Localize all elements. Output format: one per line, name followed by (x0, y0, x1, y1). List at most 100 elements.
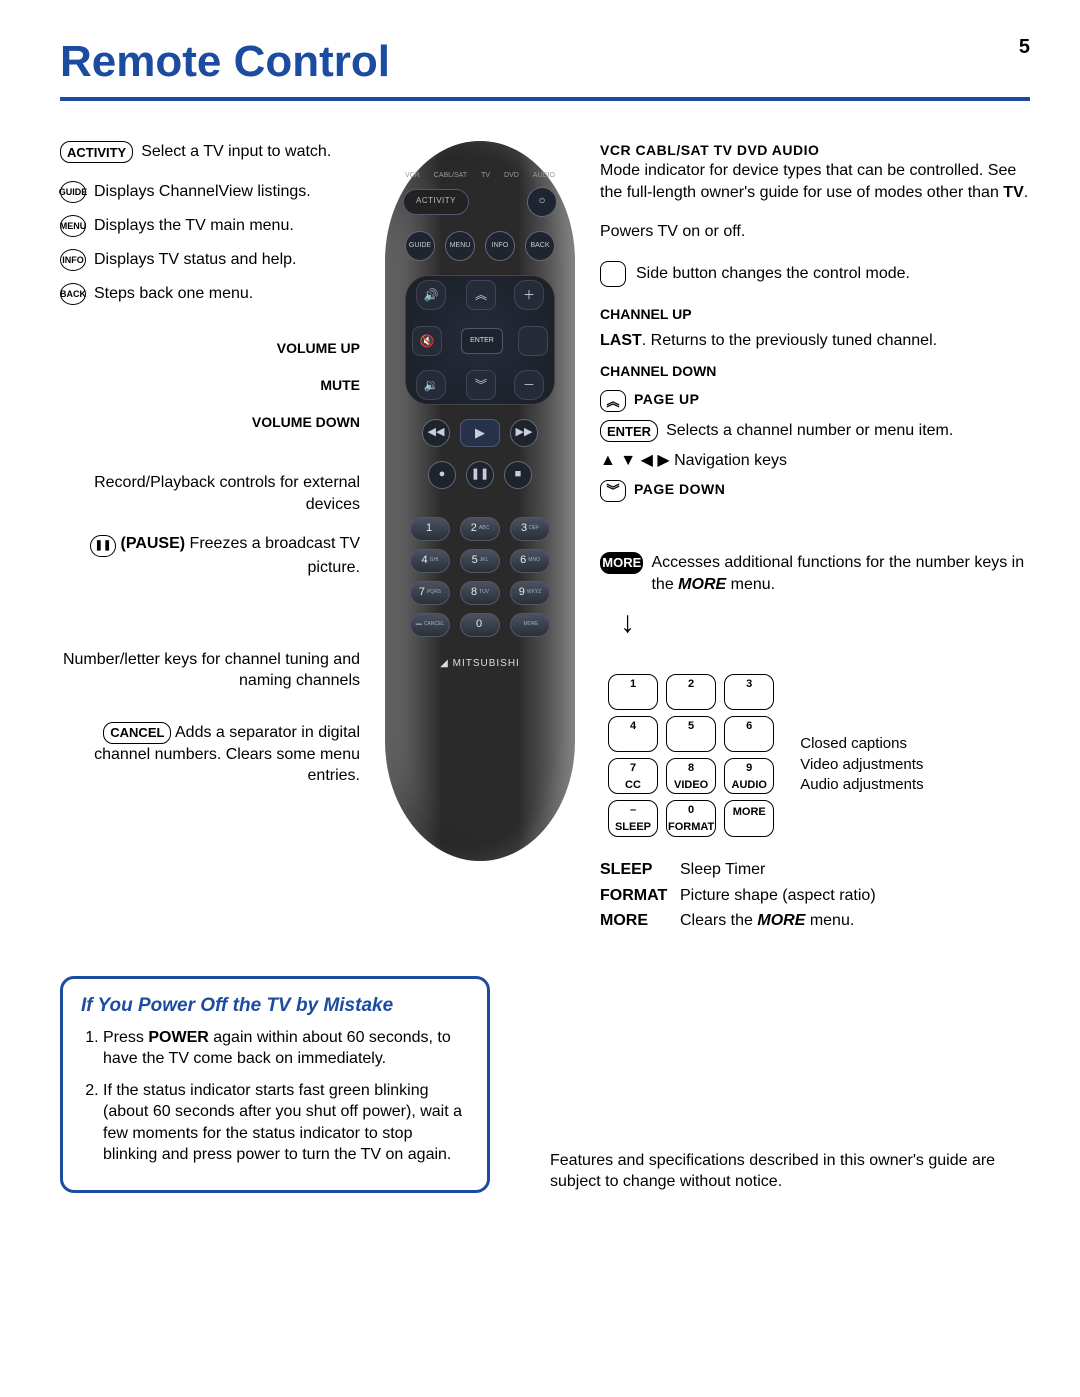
keypad-key: 6 (724, 716, 774, 752)
page-title: Remote Control (60, 32, 1030, 91)
remote-key: 5JKL (460, 549, 500, 573)
pageup-icon: ︽ (600, 390, 626, 412)
remote-key: 6MNO (510, 549, 550, 573)
back-button: BACK (60, 283, 86, 305)
def-sleep-v: Sleep Timer (680, 859, 765, 881)
remote-key: 7PQRS (410, 581, 450, 605)
remote-power: ⏻ (527, 187, 557, 217)
menu-desc: Displays the TV main menu. (94, 215, 294, 237)
modes-header: VCR CABL/SAT TV DVD AUDIO (600, 141, 1030, 160)
remote-key: 9WXYZ (510, 581, 550, 605)
page-number: 5 (1019, 34, 1030, 61)
number-keys-desc: Number/letter keys for channel tuning an… (60, 649, 360, 692)
remote-back: BACK (525, 231, 555, 261)
remote-record: ● (428, 461, 456, 489)
activity-desc: Select a TV input to watch. (141, 141, 331, 163)
mode-cablsat: CABL/SAT (434, 171, 467, 180)
def-format-v: Picture shape (aspect ratio) (680, 885, 876, 907)
remote-activity: ACTIVITY (403, 189, 469, 215)
remote-key: 2ABC (460, 517, 500, 541)
activity-button: ACTIVITY (60, 141, 133, 163)
power-off-callout: If You Power Off the TV by Mistake Press… (60, 976, 490, 1193)
remote-info: INFO (485, 231, 515, 261)
audio-side: Audio adjustments (800, 775, 923, 795)
keypad-key: 9AUDIO (724, 758, 774, 795)
power-desc: Powers TV on or off. (600, 221, 1030, 243)
back-desc: Steps back one menu. (94, 283, 253, 305)
info-button: INFO (60, 249, 86, 271)
callout-title: If You Power Off the TV by Mistake (81, 993, 469, 1019)
remote-menu: MENU (445, 231, 475, 261)
keypad-key: –SLEEP (608, 800, 658, 837)
def-sleep-k: SLEEP (600, 859, 668, 881)
remote-brand: ◢ MITSUBISHI (403, 657, 557, 671)
pause-desc: Freezes a broadcast TV picture. (190, 535, 360, 576)
def-format-k: FORMAT (600, 885, 668, 907)
def-more-k: MORE (600, 910, 668, 932)
guide-desc: Displays ChannelView listings. (94, 181, 311, 203)
keypad-key: 8VIDEO (666, 758, 716, 795)
remote-play: ▶ (460, 419, 500, 447)
remote-key: 1 (410, 517, 450, 541)
mode-tv: TV (481, 171, 490, 180)
channel-up-label: CHANNEL UP (600, 305, 1030, 324)
keypad-key: 2 (666, 674, 716, 710)
keypad-key: 7CC (608, 758, 658, 795)
pagedown-icon: ︾ (600, 480, 626, 502)
keypad-key: 4 (608, 716, 658, 752)
info-desc: Displays TV status and help. (94, 249, 296, 271)
more-keypad-diagram: 123 456 7CC8VIDEO9AUDIO –SLEEP0FORMATMORE C… (600, 668, 1030, 843)
more-desc: Accesses additional functions for the nu… (651, 552, 1030, 595)
remote-key: 3DEF (510, 517, 550, 541)
nav-keys-desc: ▲ ▼ ◀ ▶ Navigation keys (600, 450, 1030, 472)
side-button-desc: Side button changes the control mode. (636, 263, 910, 285)
keypad-key: 3 (724, 674, 774, 710)
remote-number-grid: 12ABC3DEF4GHI5JKL6MNO7PQRS8TUV9WXYZ–CANC… (410, 517, 550, 637)
remote-guide: GUIDE (405, 231, 435, 261)
cc-side: Closed captions (800, 734, 923, 754)
remote-key: –CANCEL (410, 613, 450, 637)
pause-label: (PAUSE) (121, 535, 186, 552)
def-more-v: Clears the MORE menu. (680, 910, 854, 932)
last-desc: LAST. Returns to the previously tuned ch… (600, 330, 1030, 352)
pagedown-label: PAGE DOWN (634, 480, 725, 499)
keypad-key: 1 (608, 674, 658, 710)
callout-item-1: Press POWER again within about 60 second… (103, 1027, 469, 1070)
volume-down-label: VOLUME DOWN (60, 413, 360, 432)
down-arrow-icon: ↓ (620, 603, 1030, 644)
enter-button: ENTER (600, 420, 658, 442)
video-side: Video adjustments (800, 755, 923, 775)
remote-navpad: 🔊︽＋ 🔇 ENTER 🔉︾－ (405, 275, 555, 405)
pause-button-icon: ❚❚ (90, 535, 116, 557)
mode-vcr: VCR (405, 171, 420, 180)
more-button: MORE (600, 552, 643, 574)
menu-button: MENU (60, 215, 86, 237)
record-playback-desc: Record/Playback controls for external de… (60, 472, 360, 515)
remote-key: 0 (460, 613, 500, 637)
title-rule (60, 97, 1030, 101)
remote-enter: ENTER (461, 328, 503, 354)
cancel-button: CANCEL (103, 722, 171, 744)
mode-audio: AUDIO (533, 171, 555, 180)
volume-up-label: VOLUME UP (60, 339, 360, 358)
remote-pause: ❚❚ (466, 461, 494, 489)
remote-ffwd: ▶▶ (510, 419, 538, 447)
callout-item-2: If the status indicator starts fast gree… (103, 1080, 469, 1166)
remote-image: VCR CABL/SAT TV DVD AUDIO ACTIVITY ⏻ GUI… (385, 141, 575, 861)
side-button-icon (600, 261, 626, 287)
keypad-key: MORE (724, 800, 774, 837)
mode-dvd: DVD (504, 171, 519, 180)
footnote: Features and specifications described in… (550, 1150, 1030, 1193)
remote-stop: ■ (504, 461, 532, 489)
enter-desc: Selects a channel number or menu item. (666, 420, 953, 442)
guide-button: GUIDE (60, 181, 86, 203)
remote-key: MORE (510, 613, 550, 637)
keypad-key: 0FORMAT (666, 800, 716, 837)
keypad-key: 5 (666, 716, 716, 752)
channel-down-label: CHANNEL DOWN (600, 362, 1030, 381)
remote-rewind: ◀◀ (422, 419, 450, 447)
mute-label: MUTE (60, 376, 360, 395)
modes-desc: Mode indicator for device types that can… (600, 160, 1030, 203)
pageup-label: PAGE UP (634, 390, 699, 409)
remote-key: 4GHI (410, 549, 450, 573)
